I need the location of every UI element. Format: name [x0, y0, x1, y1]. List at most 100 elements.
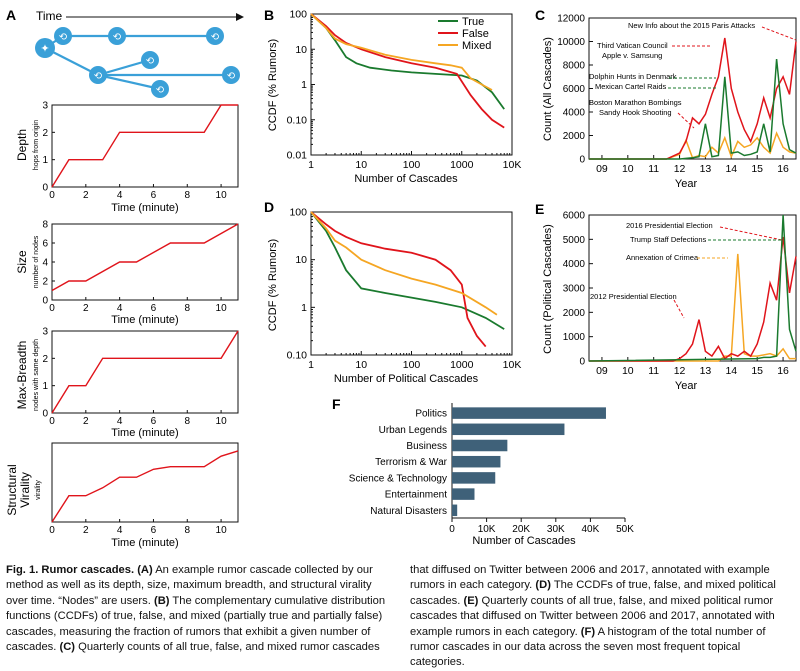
panel-e-ylabel: Count (Political Cascades) [542, 224, 554, 354]
x-tick-label: 10K [503, 359, 522, 371]
caption-d-text: The CCDFs of true, false, and mixed poli… [410, 579, 776, 607]
panel-d-chart: D CCDF (% Rumors) 1 10 100 1000 10K 0.101101… [264, 199, 521, 385]
x-tick-label: 09 [596, 163, 608, 175]
bar-category-label: Science & Technology [349, 473, 447, 484]
x-tick-label: 10 [622, 163, 634, 175]
panel-f-xlabel: Number of Cascades [472, 535, 576, 547]
caption-b-label: (B) [153, 594, 170, 607]
svg-text:⟲: ⟲ [227, 71, 236, 82]
annotation-vatican: Third Vatican Council [597, 41, 668, 50]
y-tick-label: 2 [42, 128, 48, 139]
panel-b-lines [310, 13, 505, 129]
x-tick-label: 50K [616, 524, 634, 535]
breadth-plot-frame [51, 330, 239, 414]
annotation-boston-leader [677, 112, 695, 129]
y-tick-label: 0.10 [287, 114, 308, 126]
series-true-line [588, 214, 797, 362]
bar-category-label: Natural Disasters [370, 506, 447, 517]
x-tick-label: 14 [725, 365, 737, 377]
x-tick-label: 13 [700, 163, 712, 175]
y-tick-label: 1 [42, 155, 48, 166]
caption-e-text: Quarterly counts of all true, false, and… [410, 594, 775, 638]
x-tick-label: 4 [117, 416, 123, 427]
panel-e-xlabel: Year [675, 380, 698, 392]
caption-a-text: An example rumor cascade collected by ou… [6, 564, 373, 607]
y-tick-label: 2 [42, 354, 48, 365]
svg-text:⟲: ⟲ [113, 32, 122, 43]
x-tick-label: 20K [512, 524, 530, 535]
y-tick-label: 10000 [557, 37, 585, 48]
depth-xlabel: Time (minute) [111, 202, 178, 214]
x-tick-label: 1000 [450, 359, 474, 371]
y-tick-label: 4000 [563, 108, 586, 119]
x-tick-label: 2 [83, 525, 89, 536]
y-tick-label: 4000 [563, 259, 586, 270]
panel-b-xlabel: Number of Cascades [354, 173, 458, 185]
annotation-2012-election: 2012 Presidential Election [590, 292, 677, 301]
caption-c-cont: that diffused on Twitter between 2006 an… [410, 564, 770, 592]
bar-category-label: Business [406, 441, 447, 452]
panel-f-chart: F Politics Urban Legends Business Terrorism… [332, 396, 634, 547]
virality-plot-frame [51, 442, 239, 523]
panel-label-d: D [264, 199, 274, 215]
time-arrowhead [236, 13, 244, 21]
panel-a-depth: Depth hops from origin 0 1 2 3 0 2 4 6 8 10 Time… [15, 101, 239, 214]
x-tick-label: 8 [184, 525, 190, 536]
x-tick-label: 0 [449, 524, 455, 535]
origin-node: ✦ [35, 38, 55, 58]
x-tick-label: 2 [83, 416, 89, 427]
panel-a-size: Size number of nodes 0 2 4 6 8 0 2 4 6 8 10 Time … [15, 220, 239, 326]
panel-a-breadth: Max-Breadth nodes with same depth 0 1 2 3 0… [15, 327, 239, 439]
figure-canvas: A Time ✦ ⟲ ⟲ ⟲ ⟲ ⟲ ⟲ ⟲ Depth hops from o… [5, 7, 797, 549]
x-tick-label: 40K [582, 524, 600, 535]
y-tick-label: 0 [579, 155, 585, 166]
bar-category-label: Entertainment [385, 490, 447, 501]
panel-c-xlabel: Year [675, 178, 698, 190]
y-tick-label: 6000 [563, 84, 586, 95]
bar [452, 455, 501, 468]
y-tick-label: 1 [301, 302, 307, 314]
bar [452, 488, 475, 500]
annotation-sandy-hook: Sandy Hook Shooting [599, 108, 672, 117]
x-tick-label: 15 [751, 163, 763, 175]
series-true-line [589, 59, 797, 160]
x-tick-label: 12 [674, 365, 686, 377]
size-line [51, 223, 239, 292]
x-tick-label: 4 [117, 303, 123, 314]
virality-line [51, 450, 239, 523]
y-tick-label: 1 [42, 381, 48, 392]
panel-c-ylabel: Count (All Cascades) [542, 37, 554, 141]
time-label: Time [36, 9, 63, 23]
panel-d-ylabel: CCDF (% Rumors) [267, 239, 279, 331]
x-tick-label: 16 [777, 163, 789, 175]
x-tick-label: 10 [216, 190, 228, 201]
caption-e-label: (E) [463, 594, 479, 607]
depth-plot-frame [51, 104, 239, 188]
panel-e-x-ticks: 09 10 11 12 13 14 15 16 [596, 357, 789, 377]
series-mixed-line [589, 131, 797, 160]
annotation-paris-leader [761, 26, 797, 41]
depth-sublabel: hops from origin [33, 120, 40, 170]
x-tick-label: 1 [308, 359, 314, 371]
depth-label: Depth [15, 129, 29, 161]
caption-a-label: (A) [137, 564, 153, 576]
caption-c-text: Quarterly counts of all true, false, and… [75, 641, 380, 654]
x-tick-label: 2 [83, 303, 89, 314]
panel-d-y-ticks: 0.10 1 10 100 [287, 207, 315, 362]
x-tick-label: 0 [49, 416, 55, 427]
y-tick-label: 1000 [563, 332, 586, 343]
breadth-label: Max-Breadth [15, 341, 29, 410]
x-tick-label: 09 [596, 365, 608, 377]
virality-sublabel: virality [35, 480, 42, 500]
depth-line [51, 104, 238, 188]
y-tick-label: 0 [42, 183, 48, 194]
y-tick-label: 2 [42, 277, 48, 288]
y-tick-label: 1 [301, 79, 307, 91]
panel-c-lines [589, 37, 797, 160]
retweet-node: ⟲ [151, 80, 169, 98]
panel-label-f: F [332, 396, 341, 412]
panel-label-a: A [6, 7, 16, 23]
x-tick-label: 8 [184, 303, 190, 314]
x-tick-label: 0 [49, 190, 55, 201]
x-tick-label: 6 [151, 303, 157, 314]
